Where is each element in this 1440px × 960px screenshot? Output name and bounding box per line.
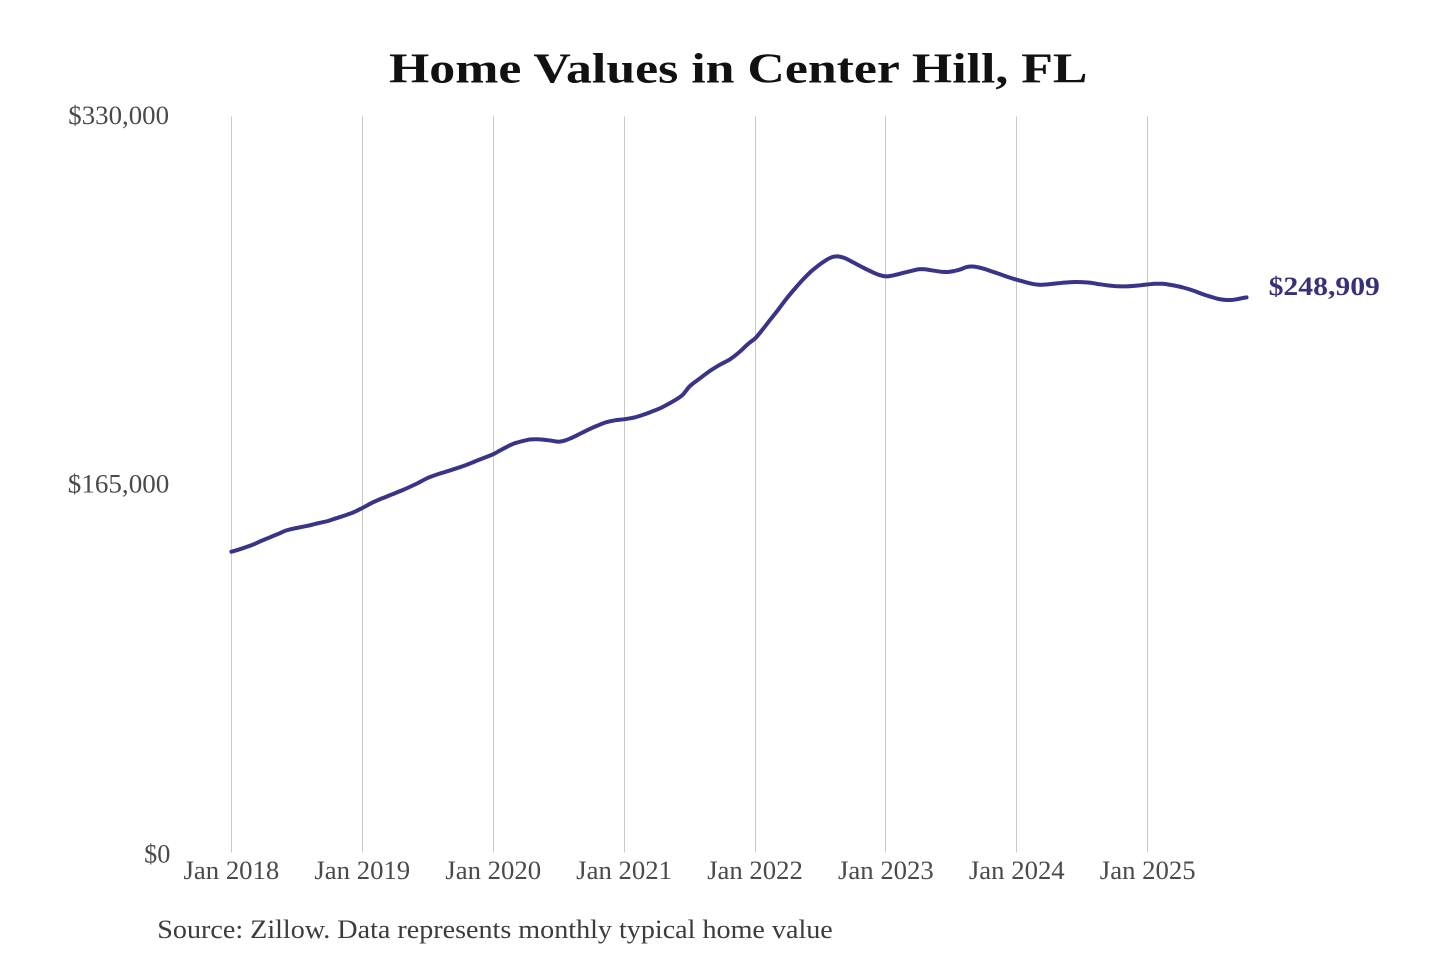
svg-text:Jan 2020: Jan 2020 [445, 856, 541, 885]
svg-text:$165,000: $165,000 [68, 469, 170, 498]
svg-text:Jan 2021: Jan 2021 [576, 856, 672, 885]
svg-text:Jan 2022: Jan 2022 [707, 856, 803, 885]
svg-text:Jan 2025: Jan 2025 [1100, 856, 1196, 885]
svg-text:$0: $0 [144, 840, 170, 869]
svg-text:Home Values in Center Hill, FL: Home Values in Center Hill, FL [389, 47, 1088, 93]
svg-text:Jan 2018: Jan 2018 [184, 856, 280, 885]
svg-text:$248,909: $248,909 [1269, 272, 1380, 301]
svg-text:Source: Zillow. Data represent: Source: Zillow. Data represents monthly … [157, 914, 833, 944]
svg-text:Jan 2024: Jan 2024 [969, 856, 1065, 885]
svg-text:Jan 2023: Jan 2023 [838, 856, 934, 885]
svg-text:Jan 2019: Jan 2019 [314, 856, 410, 885]
svg-text:$330,000: $330,000 [68, 101, 169, 130]
